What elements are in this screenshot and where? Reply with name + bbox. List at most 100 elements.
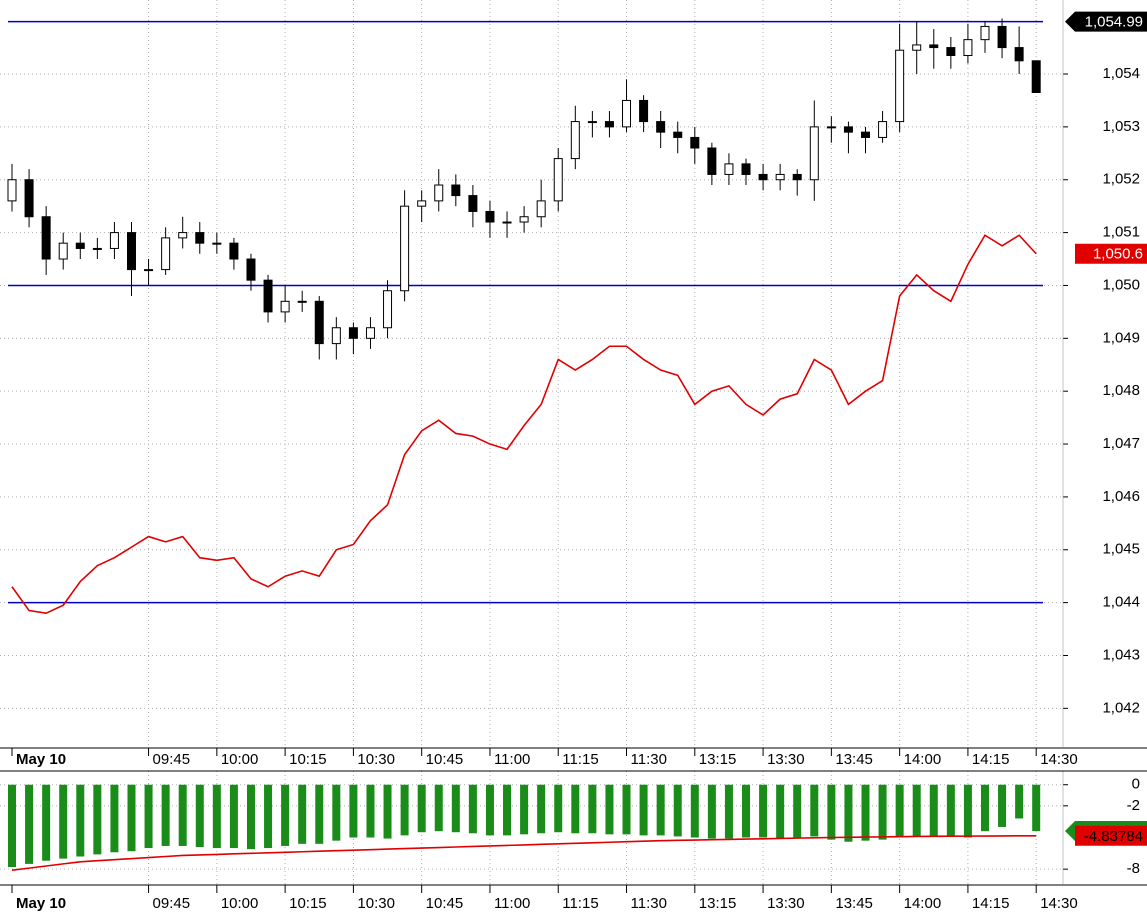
y-tick-label: 1,051 — [1102, 224, 1140, 241]
histogram-bar — [127, 784, 136, 852]
y-tick-label: 1,048 — [1102, 382, 1140, 399]
x-tick-label: 13:15 — [699, 895, 737, 912]
candle-body — [383, 290, 393, 329]
histogram-bar — [1032, 784, 1041, 832]
histogram-bar — [281, 784, 290, 846]
x-tick-label: 13:45 — [835, 751, 873, 768]
candle-body — [331, 327, 341, 345]
candle-body — [895, 49, 905, 123]
candle-body — [314, 300, 324, 345]
candle-body — [775, 173, 785, 181]
y-tick-label: 1,043 — [1102, 646, 1140, 663]
x-tick-label: May 10 — [16, 895, 66, 912]
histogram-bar — [93, 784, 102, 855]
x-tick-label: 13:45 — [835, 895, 873, 912]
candle-body — [929, 44, 939, 49]
candle-body — [622, 99, 632, 128]
x-tick-label: 13:15 — [699, 751, 737, 768]
histogram-bar — [229, 784, 238, 849]
candle-body — [792, 173, 802, 181]
candle-body — [161, 237, 171, 271]
histogram-bar — [212, 784, 221, 849]
histogram-bar — [895, 784, 904, 838]
x-tick-label: 11:00 — [494, 895, 530, 912]
candle-body — [92, 247, 102, 250]
x-tick-label: May 10 — [16, 751, 66, 768]
y-tick-label: 1,047 — [1102, 435, 1140, 452]
candle-body — [724, 163, 734, 175]
candle-body — [468, 195, 478, 212]
histogram-bar — [178, 784, 187, 846]
histogram-bar — [639, 784, 648, 836]
histogram-bar — [998, 784, 1007, 827]
histogram-bar — [537, 784, 546, 834]
candle-body — [178, 232, 188, 239]
candle-body — [297, 300, 307, 303]
candle-body — [758, 173, 768, 181]
histogram-bar — [776, 784, 785, 839]
histogram-bar — [8, 784, 16, 868]
y-tick-label: 0 — [1132, 776, 1140, 793]
candle-body — [843, 126, 853, 133]
histogram-bar — [451, 784, 460, 833]
candle-body — [41, 216, 51, 260]
y-tick-label: 1,044 — [1102, 594, 1140, 611]
price-tag-bg — [1065, 11, 1147, 32]
histogram-bar — [980, 784, 989, 832]
candle-body — [587, 121, 597, 124]
x-tick-label: 10:45 — [426, 895, 464, 912]
histogram-bar — [417, 784, 426, 833]
histogram-bar — [485, 784, 494, 836]
histogram-bar — [59, 784, 68, 859]
price-tag: 1,054.99 — [1085, 14, 1143, 31]
histogram-bar — [929, 784, 938, 837]
candle-body — [673, 131, 683, 138]
histogram-bar — [827, 784, 836, 840]
histogram-bar — [571, 784, 580, 834]
histogram-bar — [844, 784, 853, 842]
candle-body — [826, 126, 836, 129]
x-tick-label: 11:15 — [562, 895, 598, 912]
histogram-bar — [298, 784, 307, 844]
histogram-bar — [400, 784, 409, 836]
candle-body — [707, 147, 717, 175]
histogram-bar — [554, 784, 563, 833]
histogram-bar — [520, 784, 529, 835]
histogram-bar — [793, 784, 802, 838]
x-tick-label: 10:00 — [221, 895, 259, 912]
candle-body — [690, 136, 700, 149]
candle-body — [24, 179, 34, 218]
histogram-bar — [110, 784, 119, 853]
price-line — [11, 234, 1037, 615]
x-tick-label: 13:30 — [767, 751, 805, 768]
candle-body — [741, 163, 751, 175]
candle-body — [417, 200, 427, 207]
histogram-bar — [246, 784, 255, 850]
x-tick-label: 09:45 — [153, 751, 191, 768]
x-tick-label: 11:15 — [562, 751, 598, 768]
candle-body — [604, 121, 614, 128]
candle-body — [809, 126, 819, 181]
candle-body — [280, 300, 290, 313]
x-tick-label: 11:30 — [631, 895, 667, 912]
histogram-bar — [912, 784, 921, 837]
x-tick-label: 14:15 — [972, 751, 1010, 768]
histogram-bar — [861, 784, 870, 841]
candle-body — [861, 131, 870, 138]
histogram-bar — [724, 784, 733, 839]
candle-body — [912, 44, 922, 51]
histogram-bar — [503, 784, 512, 836]
y-tick-label: 1,050 — [1102, 276, 1140, 293]
x-tick-label: 11:30 — [631, 751, 667, 768]
candle-body — [400, 205, 410, 292]
histogram-bar — [144, 784, 153, 849]
histogram-bar — [366, 784, 375, 838]
x-tick-label: 10:30 — [357, 751, 395, 768]
y-tick-label: 1,042 — [1102, 699, 1140, 716]
candle-body — [1031, 60, 1041, 94]
histogram-bar — [1015, 784, 1024, 819]
x-tick-label: 13:30 — [767, 895, 805, 912]
candle-body — [263, 279, 273, 313]
y-tick-label: -8 — [1127, 860, 1140, 877]
